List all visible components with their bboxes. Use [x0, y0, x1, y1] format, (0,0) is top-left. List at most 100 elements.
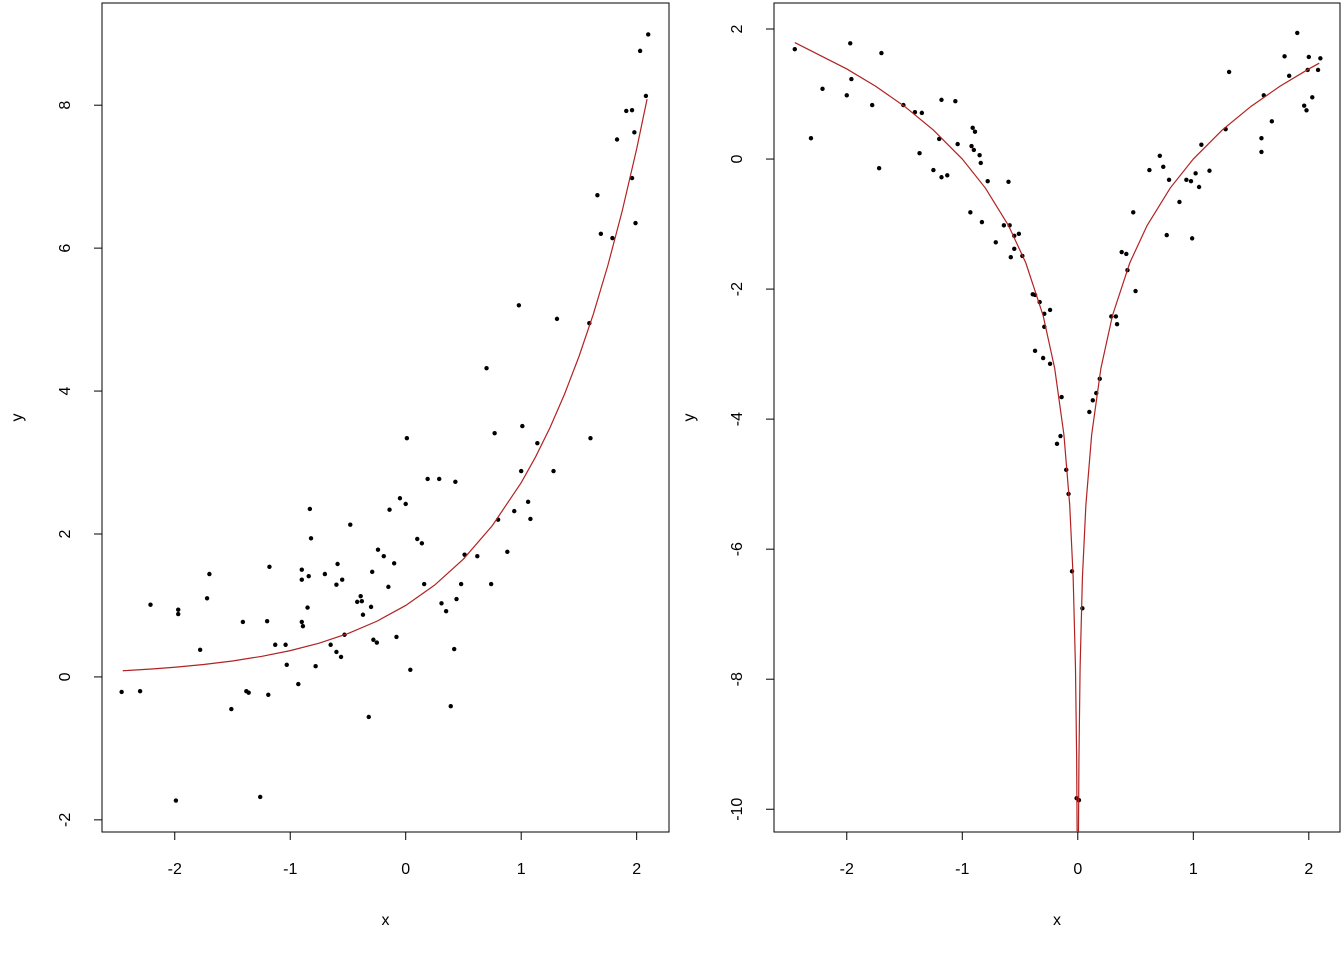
point: [334, 649, 339, 655]
point: [1226, 69, 1232, 75]
x-tick-label: 2: [632, 861, 641, 878]
point: [359, 598, 365, 604]
point: [1059, 394, 1064, 400]
point: [624, 108, 629, 114]
point: [338, 654, 344, 660]
point: [308, 536, 314, 541]
y-tick-label: 2: [729, 24, 746, 33]
point: [1193, 171, 1198, 176]
x-tick-label: 1: [517, 861, 526, 878]
point: [1040, 355, 1046, 361]
point: [1295, 30, 1300, 36]
point: [1147, 167, 1152, 173]
point: [176, 611, 181, 617]
x-axis-label: x: [1053, 912, 1061, 929]
point: [348, 522, 353, 527]
point: [119, 689, 124, 695]
point: [296, 681, 301, 687]
y-tick-label: -2: [57, 813, 74, 827]
point: [1133, 288, 1138, 294]
point: [1114, 321, 1120, 327]
point: [366, 714, 371, 720]
point: [1080, 606, 1085, 611]
point: [415, 536, 420, 542]
point: [313, 664, 318, 669]
point: [637, 48, 643, 54]
point: [381, 553, 386, 559]
point: [1016, 231, 1022, 237]
point: [629, 107, 635, 113]
point: [1047, 361, 1053, 367]
y-tick-label: 0: [729, 155, 746, 164]
point: [1119, 249, 1124, 255]
point: [505, 549, 510, 555]
point: [1157, 153, 1163, 158]
point: [516, 303, 522, 308]
point: [595, 193, 600, 198]
point: [968, 210, 973, 215]
point: [299, 567, 304, 572]
y-tick-label: 0: [57, 672, 74, 681]
point: [173, 798, 179, 803]
point: [299, 619, 304, 625]
point: [1184, 177, 1189, 183]
point: [1012, 246, 1017, 251]
point: [264, 618, 270, 624]
y-tick-label: 4: [57, 387, 74, 396]
point: [387, 507, 392, 512]
point: [1008, 255, 1013, 260]
point: [1054, 441, 1060, 447]
point: [305, 605, 310, 610]
point: [972, 129, 978, 134]
point: [849, 76, 854, 82]
point: [993, 240, 998, 245]
x-tick-label: -1: [283, 861, 297, 878]
point: [439, 601, 444, 606]
point: [876, 165, 882, 171]
point: [374, 640, 380, 645]
point: [258, 794, 263, 800]
point: [1259, 136, 1264, 141]
point: [955, 141, 960, 147]
point: [335, 561, 340, 567]
point: [267, 564, 272, 570]
point: [879, 50, 884, 56]
point: [334, 582, 339, 587]
y-tick-label: -10: [729, 798, 746, 821]
y-axis-label: y: [9, 414, 26, 422]
point: [391, 561, 397, 566]
fit-curve: [794, 41, 1320, 832]
point: [1001, 223, 1007, 228]
point: [588, 436, 593, 441]
point: [371, 637, 376, 642]
point: [917, 150, 922, 156]
point: [355, 599, 360, 605]
point: [554, 316, 560, 322]
point: [452, 646, 457, 652]
point: [299, 577, 304, 582]
point: [283, 642, 288, 647]
point: [300, 623, 306, 629]
point: [454, 596, 459, 602]
point: [512, 508, 517, 514]
point: [1269, 119, 1275, 124]
point: [322, 571, 328, 577]
point: [404, 436, 410, 441]
point: [419, 541, 425, 546]
y-tick-label: -4: [729, 412, 746, 426]
point: [204, 596, 210, 601]
point: [844, 93, 849, 98]
point: [488, 581, 494, 587]
x-tick-label: -2: [840, 861, 854, 878]
plot-frame: [101, 2, 670, 833]
point: [443, 608, 449, 614]
point: [246, 690, 251, 695]
x-tick-label: 0: [1073, 861, 1082, 878]
y-tick-label: 6: [57, 244, 74, 253]
point: [939, 175, 944, 180]
point: [484, 365, 489, 371]
point: [375, 547, 381, 552]
x-tick-label: -2: [168, 861, 182, 878]
point: [1304, 108, 1309, 113]
